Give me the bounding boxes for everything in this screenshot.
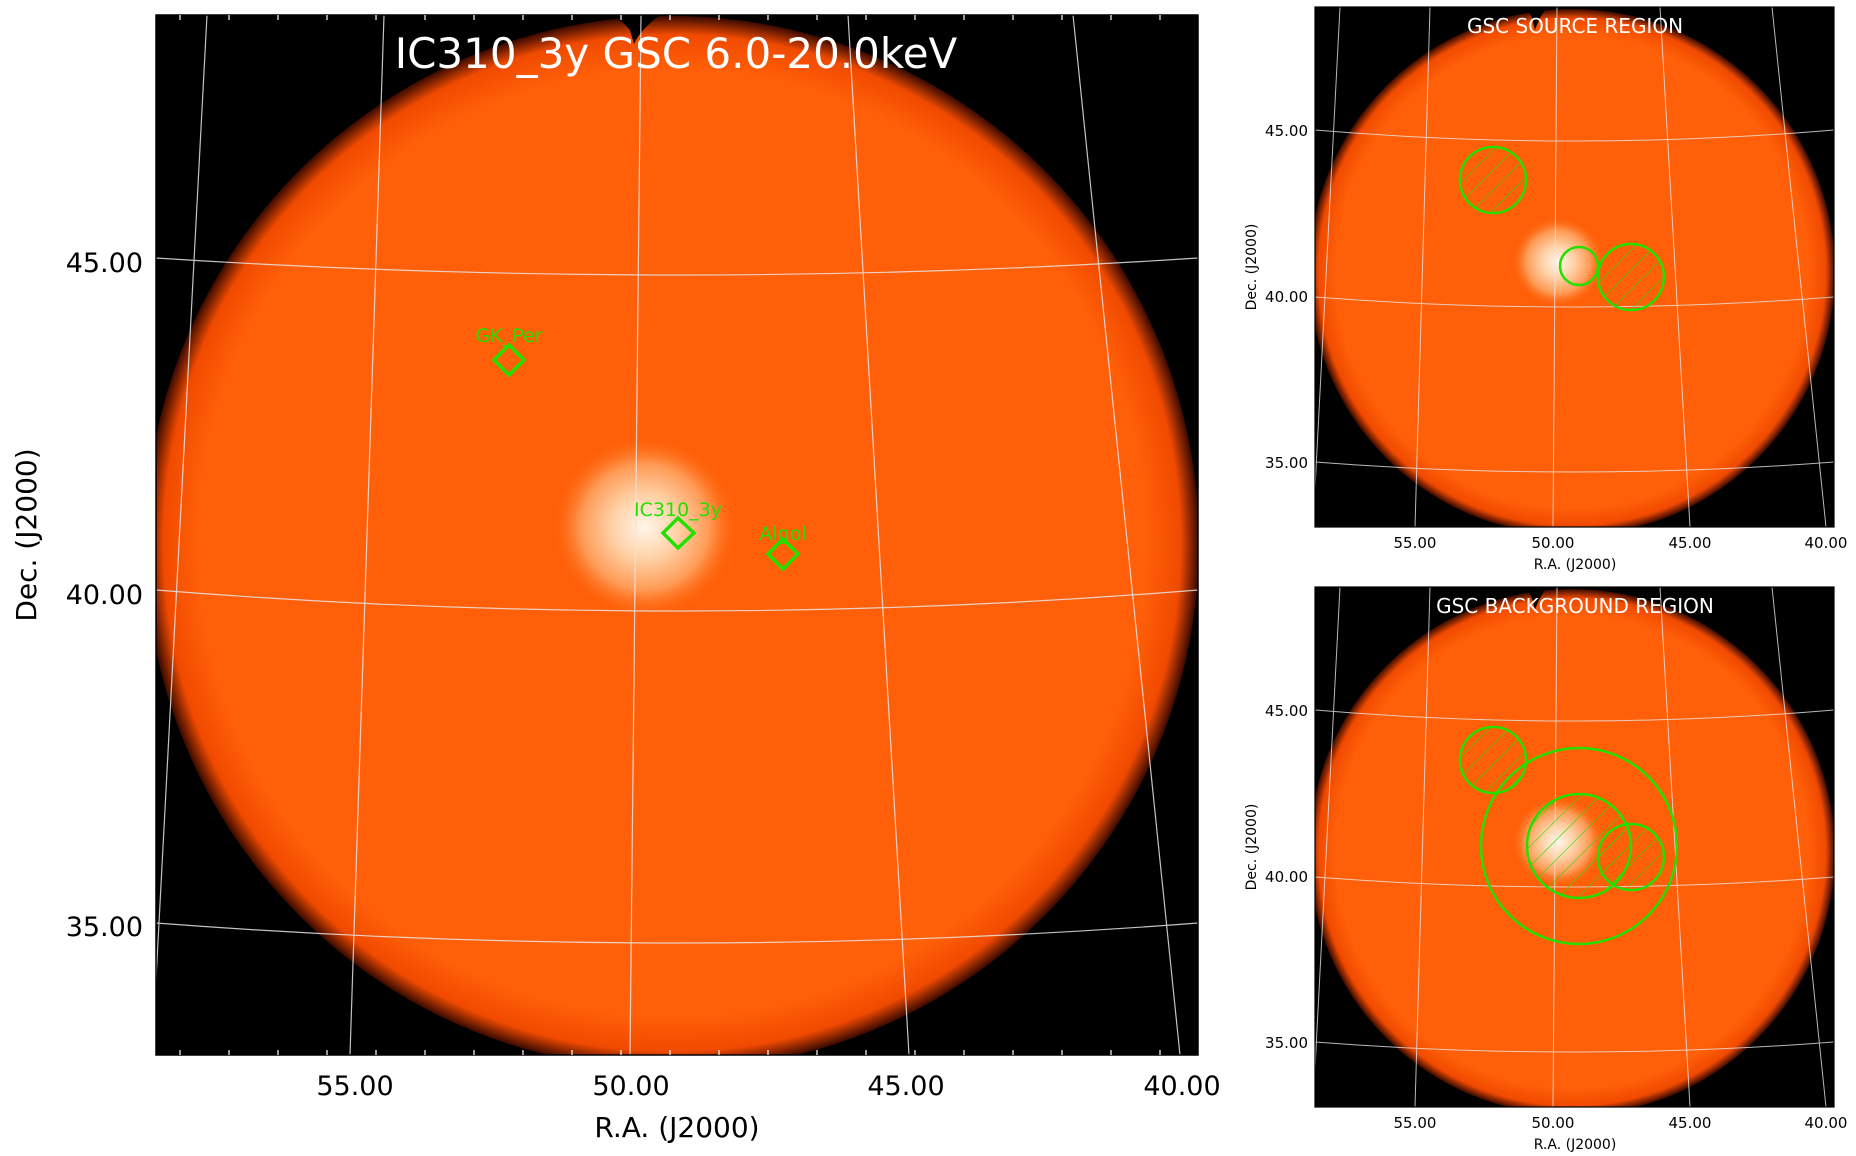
- ic310-label: IC310_3y: [634, 499, 722, 521]
- src-y-tick: 40.00: [1265, 288, 1308, 306]
- main-x-tick: 40.00: [1143, 1071, 1220, 1102]
- bkg-x-tick: 55.00: [1394, 1114, 1437, 1132]
- bkg-y-axis-label: Dec. (J2000): [1244, 804, 1260, 891]
- bkg-y-tick: 45.00: [1265, 702, 1308, 720]
- algol-label: Algol: [759, 523, 806, 545]
- bkg-annulus-outer: [1479, 746, 1679, 946]
- src-y-tick: 35.00: [1265, 454, 1308, 472]
- main-y-ticks: 45.00 40.00 35.00: [66, 248, 143, 943]
- bkg-excluded-region-gkper: [1458, 725, 1528, 795]
- src-x-axis-label: R.A. (J2000): [1534, 557, 1617, 573]
- background-region-panel: GSC BACKGROUND REGION 55.00 50.00 45.00 …: [1244, 586, 1848, 1153]
- bkg-x-axis-label: R.A. (J2000): [1534, 1137, 1617, 1153]
- bkg-x-tick: 45.00: [1669, 1114, 1712, 1132]
- main-coordinate-grid: [156, 15, 1198, 1055]
- main-y-tick: 35.00: [66, 912, 143, 943]
- bkg-coordinate-grid: [1315, 587, 1834, 1107]
- main-y-tick: 40.00: [66, 580, 143, 611]
- main-title: IC310_3y GSC 6.0-20.0keV: [395, 29, 958, 78]
- bkg-excluded-region-algol: [1596, 822, 1666, 892]
- src-y-tick: 45.00: [1265, 122, 1308, 140]
- main-x-tick: 50.00: [592, 1071, 669, 1102]
- gkper-diamond: [491, 342, 527, 378]
- src-excluded-region-algol: [1596, 242, 1666, 312]
- main-y-axis-label: Dec. (J2000): [10, 448, 43, 621]
- bkg-y-tick: 40.00: [1265, 868, 1308, 886]
- ic310-diamond: [660, 515, 697, 551]
- src-panel-title: GSC SOURCE REGION: [1467, 14, 1683, 38]
- main-x-axis-label: R.A. (J2000): [594, 1111, 759, 1144]
- src-x-tick: 50.00: [1532, 534, 1575, 552]
- main-x-tick: 45.00: [867, 1071, 944, 1102]
- src-excluded-region-gkper: [1458, 145, 1528, 215]
- main-notch: [610, 15, 660, 44]
- bkg-x-tick: 50.00: [1532, 1114, 1575, 1132]
- src-x-tick: 55.00: [1394, 534, 1437, 552]
- src-source-circle: [1558, 245, 1600, 287]
- gkper-label: GK_Per: [476, 325, 543, 347]
- main-y-tick: 45.00: [66, 248, 143, 279]
- main-source-markers: [491, 342, 801, 572]
- main-panel: GK_Per IC310_3y Algol IC310_3y GSC 6.0-2…: [10, 14, 1221, 1144]
- src-source-glow: [1512, 217, 1604, 307]
- src-x-tick: 40.00: [1805, 534, 1848, 552]
- src-x-tick: 45.00: [1669, 534, 1712, 552]
- main-tick-marks: [179, 15, 1161, 1055]
- src-coordinate-grid: [1315, 7, 1834, 527]
- bkg-y-tick: 35.00: [1265, 1034, 1308, 1052]
- bkg-panel-title: GSC BACKGROUND REGION: [1436, 594, 1714, 618]
- main-source-glow: [553, 437, 737, 617]
- src-y-axis-label: Dec. (J2000): [1244, 224, 1260, 311]
- main-x-ticks: 55.00 50.00 45.00 40.00: [316, 1071, 1220, 1102]
- source-region-panel: GSC SOURCE REGION 55.00 50.00 45.00 40.0…: [1244, 6, 1848, 573]
- bkg-x-tick: 40.00: [1805, 1114, 1848, 1132]
- main-x-tick: 55.00: [316, 1071, 393, 1102]
- bkg-regions: [1458, 725, 1679, 946]
- src-regions: [1458, 145, 1666, 312]
- algol-diamond: [765, 536, 801, 572]
